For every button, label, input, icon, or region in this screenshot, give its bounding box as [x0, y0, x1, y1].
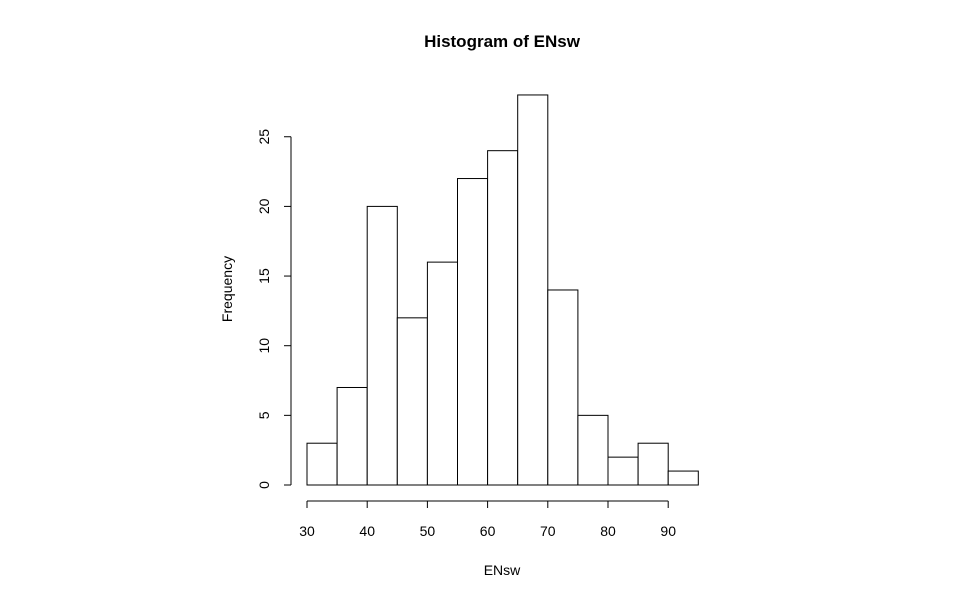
bars-group	[306, 94, 699, 486]
chart-title: Histogram of ENsw	[424, 32, 581, 51]
histogram-bar-85-90	[637, 442, 669, 486]
y-tick-label-10: 10	[256, 338, 272, 354]
y-tick-label-0: 0	[256, 481, 272, 489]
histogram-bar-50-55	[426, 261, 458, 486]
x-tick-label-60: 60	[480, 523, 496, 539]
histogram-bar-65-70	[517, 94, 549, 486]
x-tick-label-40: 40	[359, 523, 375, 539]
histogram-bar-60-65	[487, 150, 519, 486]
histogram-bar-35-40	[336, 386, 368, 486]
histogram-bar-55-60	[457, 178, 489, 486]
x-axis: 30 40 50 60 70 80 90	[299, 500, 676, 539]
x-tick-label-70: 70	[540, 523, 556, 539]
y-tick-label-25: 25	[256, 129, 272, 145]
x-tick-label-30: 30	[299, 523, 315, 539]
histogram-bar-40-45	[366, 205, 398, 486]
histogram-bar-70-75	[547, 289, 579, 486]
histogram-bar-90-95	[667, 470, 699, 486]
x-tick-label-50: 50	[420, 523, 436, 539]
histogram-bar-45-50	[396, 317, 428, 486]
y-tick-label-15: 15	[256, 268, 272, 284]
histogram-bar-30-35	[306, 442, 338, 486]
y-axis: 0 5 10 15 20 25	[256, 129, 292, 489]
x-tick-label-90: 90	[660, 523, 676, 539]
x-tick-label-80: 80	[600, 523, 616, 539]
y-tick-label-20: 20	[256, 198, 272, 214]
histogram-bar-80-85	[607, 456, 639, 486]
y-axis-label: Frequency	[219, 256, 235, 322]
y-tick-label-5: 5	[256, 411, 272, 419]
histogram-bar-75-80	[577, 414, 609, 486]
x-axis-label: ENsw	[484, 562, 521, 578]
